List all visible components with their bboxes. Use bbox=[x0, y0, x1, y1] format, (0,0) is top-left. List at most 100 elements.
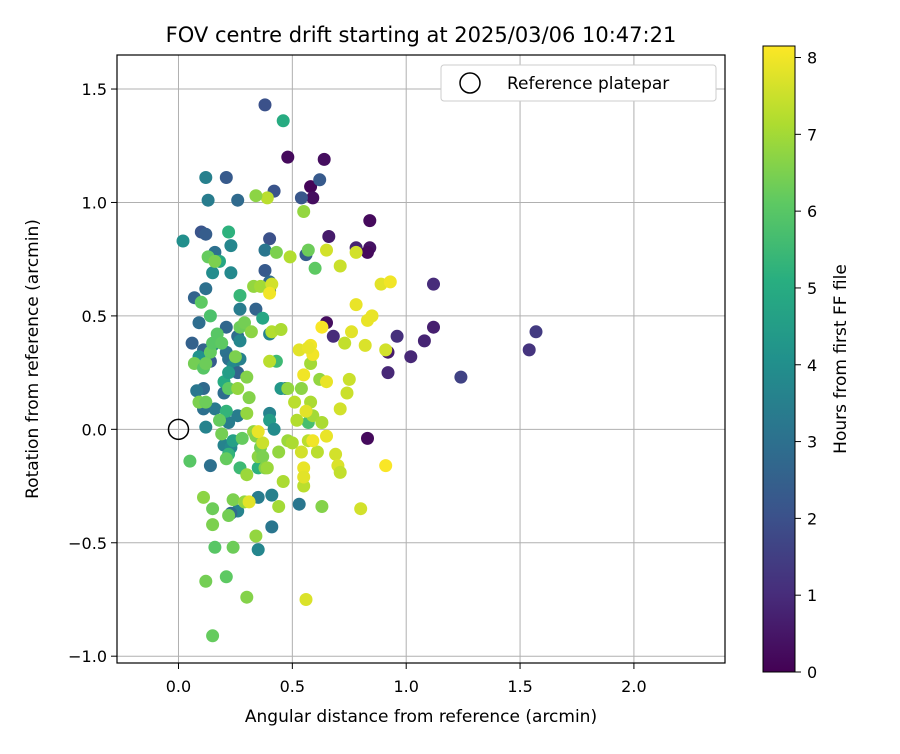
data-point bbox=[192, 316, 206, 330]
data-point bbox=[235, 431, 249, 445]
data-point bbox=[208, 254, 222, 268]
data-point bbox=[292, 497, 306, 511]
data-point bbox=[281, 382, 295, 395]
data-point bbox=[199, 357, 213, 370]
data-point bbox=[320, 243, 333, 257]
legend: Reference platepar bbox=[440, 64, 717, 102]
data-point bbox=[294, 191, 308, 205]
data-point bbox=[199, 574, 213, 588]
legend-box bbox=[440, 64, 717, 102]
data-point bbox=[297, 461, 311, 475]
data-point bbox=[219, 404, 233, 418]
data-point bbox=[363, 214, 377, 228]
colorbar-tick-label: 5 bbox=[807, 279, 817, 298]
data-point bbox=[522, 343, 536, 357]
y-tick-label: 0.0 bbox=[82, 420, 107, 439]
data-point bbox=[249, 302, 263, 316]
data-point bbox=[249, 189, 263, 203]
data-point bbox=[281, 150, 295, 164]
data-point bbox=[288, 395, 302, 409]
data-point bbox=[340, 386, 354, 400]
data-point bbox=[322, 230, 336, 243]
plot-frame bbox=[116, 54, 726, 664]
colorbar-ticks: 0 1 2 3 4 5 6 7 8 bbox=[795, 49, 817, 682]
data-point bbox=[379, 459, 393, 473]
data-point bbox=[349, 245, 363, 259]
x-tick-label: 0.0 bbox=[166, 677, 191, 696]
x-tick-label: 1.5 bbox=[507, 677, 532, 696]
data-point bbox=[208, 540, 222, 554]
data-point bbox=[297, 479, 311, 493]
data-point bbox=[358, 338, 372, 352]
data-point bbox=[333, 465, 347, 479]
colorbar-label: Hours from first FF file bbox=[831, 264, 851, 454]
data-point bbox=[231, 193, 245, 207]
data-point bbox=[233, 289, 247, 302]
data-point bbox=[219, 171, 233, 184]
data-point bbox=[242, 391, 256, 405]
data-point bbox=[199, 395, 213, 409]
data-point bbox=[263, 286, 277, 300]
data-point bbox=[320, 429, 333, 443]
data-point bbox=[203, 459, 217, 473]
data-point bbox=[194, 295, 208, 309]
data-point bbox=[274, 323, 288, 336]
chart-title: FOV centre drift starting at 2025/03/06 … bbox=[166, 23, 677, 47]
data-point bbox=[272, 445, 286, 459]
data-point bbox=[208, 402, 222, 416]
y-tick-label: −0.5 bbox=[68, 534, 107, 553]
data-point bbox=[176, 234, 190, 248]
colorbar-tick-label: 0 bbox=[807, 663, 817, 682]
data-point bbox=[338, 336, 352, 350]
data-point bbox=[263, 232, 277, 246]
data-point bbox=[299, 404, 313, 418]
data-point bbox=[206, 629, 220, 643]
data-point bbox=[206, 266, 220, 280]
data-point bbox=[333, 259, 347, 273]
data-point bbox=[256, 311, 270, 325]
data-point bbox=[306, 191, 320, 205]
data-point bbox=[206, 518, 220, 532]
data-point bbox=[201, 193, 215, 207]
data-point bbox=[381, 366, 395, 380]
x-tick-label: 1.0 bbox=[393, 677, 418, 696]
data-point bbox=[263, 354, 277, 368]
data-point bbox=[306, 434, 320, 448]
y-tick-label: −1.0 bbox=[68, 647, 107, 666]
y-axis-label: Rotation from reference (arcmin) bbox=[23, 219, 43, 499]
data-point bbox=[269, 245, 283, 259]
data-point bbox=[260, 461, 274, 475]
y-axis-ticks: −1.0 −0.5 0.0 0.5 1.0 1.5 bbox=[68, 80, 117, 666]
data-point bbox=[258, 98, 272, 112]
colorbar-tick-label: 3 bbox=[807, 433, 817, 452]
data-point bbox=[213, 413, 226, 427]
data-point bbox=[329, 447, 343, 461]
data-point bbox=[317, 152, 331, 166]
data-point bbox=[301, 243, 315, 257]
data-point bbox=[390, 329, 404, 343]
x-axis-ticks: 0.0 0.5 1.0 1.5 2.0 bbox=[166, 663, 647, 696]
data-point bbox=[365, 309, 379, 323]
data-point bbox=[267, 422, 281, 436]
data-point bbox=[219, 570, 233, 584]
data-point bbox=[222, 509, 236, 522]
data-point bbox=[219, 452, 233, 466]
data-point bbox=[197, 490, 210, 504]
data-point bbox=[272, 500, 286, 513]
reference-platepar-marker bbox=[167, 418, 190, 441]
data-point bbox=[345, 325, 358, 339]
data-point bbox=[199, 420, 213, 434]
data-point bbox=[276, 475, 290, 488]
data-point bbox=[301, 341, 315, 355]
x-tick-label: 0.5 bbox=[280, 677, 305, 696]
data-point bbox=[215, 336, 229, 350]
data-point bbox=[222, 382, 236, 395]
data-point bbox=[304, 180, 318, 194]
data-point bbox=[417, 334, 431, 348]
data-point bbox=[315, 416, 329, 429]
data-point bbox=[361, 431, 374, 445]
data-point bbox=[231, 382, 245, 395]
legend-label: Reference platepar bbox=[507, 74, 669, 94]
data-point bbox=[297, 205, 311, 218]
data-point bbox=[242, 495, 256, 509]
